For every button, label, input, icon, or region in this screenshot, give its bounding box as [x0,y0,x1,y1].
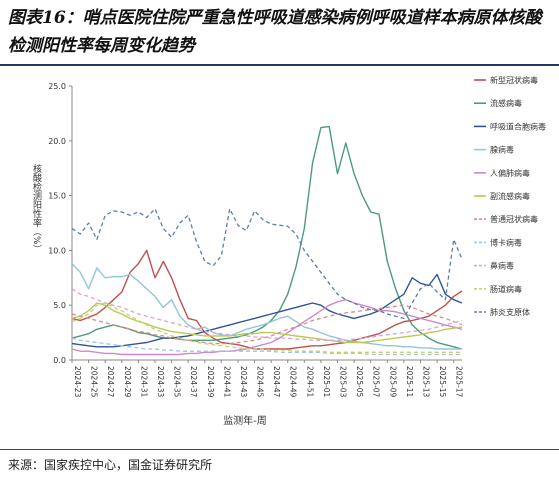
x-tick-label: 2025-03 [339,366,348,398]
x-tick-label: 2024-35 [173,366,182,398]
y-tick-label: 25.0 [48,82,66,91]
y-axis-label: 核酸检测阳性率（%） [31,163,42,254]
series-line-8 [71,337,462,356]
top-rule [0,64,559,66]
series-line-3 [71,273,463,348]
x-tick-label: 2025-13 [422,366,431,398]
x-tick-label: 2024-29 [123,366,132,398]
legend-label: 副流感病毒 [490,191,530,201]
legend-label: 博卡病毒 [490,237,522,247]
y-tick-label: 10.0 [48,246,66,255]
legend-label: 肠道病毒 [490,284,522,294]
legend-label: 人偏肺病毒 [490,168,530,178]
y-tick-label: 0.0 [53,356,66,365]
x-tick-label: 2025-09 [388,366,397,398]
series-line-1 [71,249,463,350]
bottom-rule [0,449,559,450]
series-line-7 [71,304,463,345]
legend-label: 流感病毒 [490,98,522,108]
y-tick-label: 5.0 [53,301,66,310]
y-tick-label: 20.0 [48,137,66,146]
x-tick-label: 2024-37 [189,366,198,398]
legend-label: 肺炎支原体 [490,307,530,317]
x-axis-label: 监测年-周 [223,414,267,427]
legend-label: 鼻病毒 [490,261,514,271]
x-tick-label: 2024-41 [222,366,231,398]
legend-label: 呼吸道合胞病毒 [490,121,546,131]
source-note: 来源：国家疾控中心，国金证券研究所 [8,458,213,472]
figure-title: 图表16：哨点医院住院严重急性呼吸道感染病例呼吸道样本病原体核酸检测阳性率每周变… [8,8,542,56]
x-tick-label: 2024-27 [106,366,115,398]
x-tick-label: 2024-47 [272,366,281,398]
chart: 0.0 5.0 10.0 15.0 20.0 25.0 2024-23 2024-25 2024… [31,75,546,427]
chart-legend: 新型冠状病毒流感病毒呼吸道合胞病毒腺病毒人偏肺病毒副流感病毒普通冠状病毒博卡病毒… [474,75,546,317]
x-tick-label: 2025-05 [355,366,364,398]
x-tick-label: 2024-33 [156,366,165,398]
series-line-6 [71,302,463,344]
x-tick-label: 2024-39 [206,366,215,398]
y-tick-label: 15.0 [48,192,66,201]
x-tick-label: 2024-49 [289,366,298,398]
x-tick-label: 2024-23 [73,366,82,398]
x-tick-label: 2025-15 [438,366,447,398]
chart-axes: 0.0 5.0 10.0 15.0 20.0 25.0 2024-23 2024-25 2024… [48,82,464,398]
x-tick-label: 2025-11 [405,366,414,398]
x-tick-label: 2024-31 [139,366,148,398]
series-line-5 [71,298,463,356]
x-tick-label: 2024-25 [90,366,99,398]
x-tick-label: 2024-51 [305,366,314,398]
x-tick-label: 2025-07 [372,366,381,398]
x-tick-label: 2024-45 [256,366,265,398]
chart-series-layer [71,125,463,356]
x-tick-label: 2025-17 [455,366,464,398]
series-line-11 [71,208,463,320]
series-line-4 [71,263,462,350]
x-tick-label: 2025-01 [322,366,331,398]
x-tick-label: 2024-43 [239,366,248,398]
legend-label: 腺病毒 [490,145,514,155]
legend-label: 普通冠状病毒 [490,214,538,224]
legend-label: 新型冠状病毒 [490,75,538,85]
